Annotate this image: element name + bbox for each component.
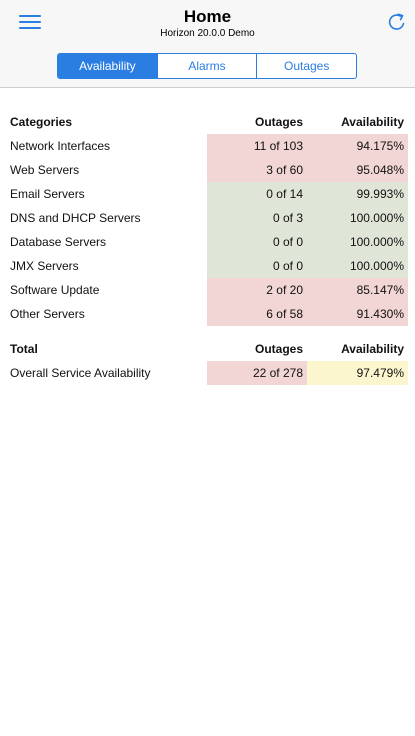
hamburger-menu-icon[interactable]	[19, 14, 41, 30]
table-row[interactable]: Software Update 2 of 20 85.147%	[6, 278, 408, 302]
category-availability: 99.993%	[307, 182, 408, 206]
table-row[interactable]: Overall Service Availability 22 of 278 9…	[6, 361, 408, 385]
category-outages: 0 of 14	[207, 182, 307, 206]
category-outages: 6 of 58	[207, 302, 307, 326]
categories-header: Categories	[10, 115, 73, 129]
category-outages: 3 of 60	[207, 158, 307, 182]
categories-table: Categories Outages Availability Network …	[6, 110, 408, 326]
category-outages: 0 of 3	[207, 206, 307, 230]
category-outages: 2 of 20	[207, 278, 307, 302]
category-outages: 0 of 0	[207, 230, 307, 254]
overall-availability: 97.479%	[307, 361, 408, 385]
tab-outages[interactable]: Outages	[256, 54, 356, 78]
category-name: Web Servers	[10, 163, 80, 177]
total-header-row: Total Outages Availability	[6, 337, 408, 361]
table-row[interactable]: JMX Servers 0 of 0 100.000%	[6, 254, 408, 278]
total-table: Total Outages Availability Overall Servi…	[6, 337, 408, 385]
category-name: Email Servers	[10, 187, 85, 201]
table-row[interactable]: Database Servers 0 of 0 100.000%	[6, 230, 408, 254]
category-availability: 94.175%	[307, 134, 408, 158]
table-row[interactable]: Other Servers 6 of 58 91.430%	[6, 302, 408, 326]
availability-header: Availability	[341, 115, 404, 129]
total-availability-header: Availability	[341, 342, 404, 356]
table-row[interactable]: Web Servers 3 of 60 95.048%	[6, 158, 408, 182]
category-outages: 0 of 0	[207, 254, 307, 278]
category-name: Other Servers	[10, 307, 85, 321]
table-row[interactable]: Email Servers 0 of 14 99.993%	[6, 182, 408, 206]
category-name: Software Update	[10, 283, 100, 297]
page-title: Home	[183, 7, 232, 26]
outages-header: Outages	[254, 115, 303, 129]
category-name: Network Interfaces	[10, 139, 111, 153]
overall-label: Overall Service Availability	[10, 366, 151, 380]
category-availability: 91.430%	[307, 302, 408, 326]
view-tabs: Availability Alarms Outages	[57, 53, 357, 79]
categories-header-row: Categories Outages Availability	[6, 110, 408, 134]
tab-alarms[interactable]: Alarms	[156, 54, 257, 78]
category-availability: 85.147%	[307, 278, 408, 302]
category-availability: 100.000%	[307, 230, 408, 254]
total-header: Total	[10, 342, 38, 356]
category-name: JMX Servers	[10, 259, 79, 273]
refresh-icon[interactable]	[386, 11, 408, 33]
category-name: Database Servers	[10, 235, 107, 249]
app-header: Home Horizon 20.0.0 Demo Availability Al…	[0, 0, 415, 88]
category-name: DNS and DHCP Servers	[10, 211, 141, 225]
table-row[interactable]: DNS and DHCP Servers 0 of 3 100.000%	[6, 206, 408, 230]
table-row[interactable]: Network Interfaces 11 of 103 94.175%	[6, 134, 408, 158]
category-outages: 11 of 103	[207, 134, 307, 158]
page-subtitle: Horizon 20.0.0 Demo	[160, 28, 255, 39]
overall-outages: 22 of 278	[207, 361, 307, 385]
tab-availability[interactable]: Availability	[58, 54, 157, 78]
category-availability: 100.000%	[307, 254, 408, 278]
category-availability: 100.000%	[307, 206, 408, 230]
category-availability: 95.048%	[307, 158, 408, 182]
total-outages-header: Outages	[254, 342, 303, 356]
